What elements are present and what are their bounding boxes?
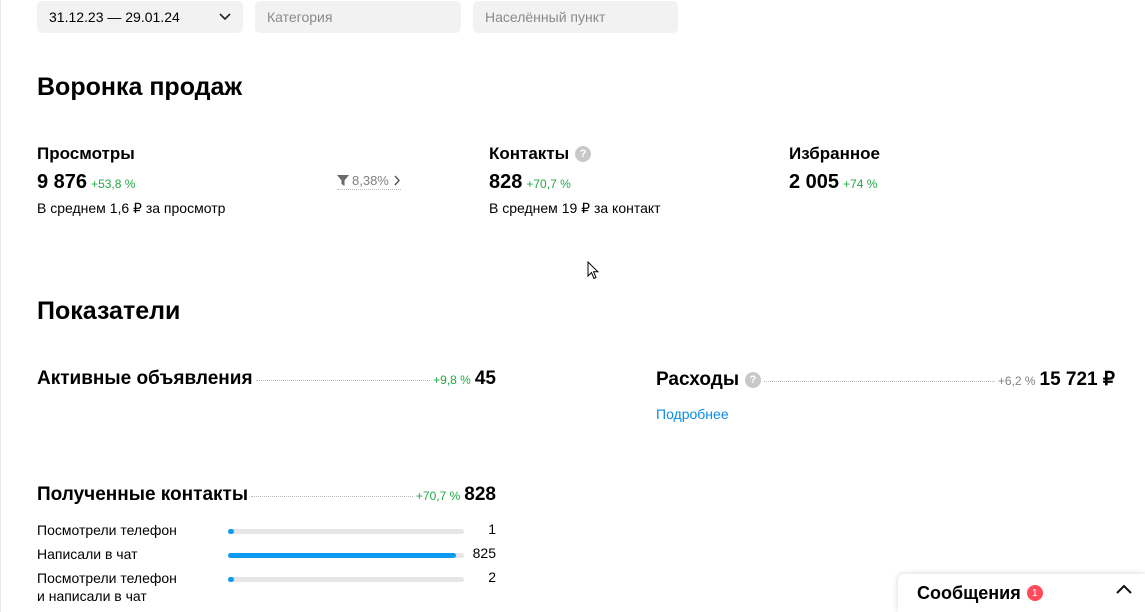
- date-range-value: 31.12.23 — 29.01.24: [49, 9, 180, 25]
- breakdown-label-phone: Посмотрели телефон: [37, 522, 177, 538]
- conversion-link[interactable]: 8,38%: [337, 173, 401, 190]
- content-left-border: [0, 0, 1, 612]
- favorites-value: 2 005: [789, 171, 840, 193]
- contacts-received-value: 828: [464, 484, 496, 505]
- contacts-value: 828: [489, 171, 523, 193]
- dotted-leader: [255, 380, 431, 381]
- date-range-select[interactable]: 31.12.23 — 29.01.24: [37, 1, 243, 33]
- conversion-value: 8,38%: [352, 173, 389, 188]
- help-icon[interactable]: ?: [575, 146, 592, 162]
- contacts-received-delta: +70,7 %: [415, 489, 461, 503]
- expenses-value: 15 721 ₽: [1039, 369, 1115, 390]
- contacts-label: Контакты ?: [489, 144, 592, 164]
- indicators-title: Показатели: [37, 297, 181, 325]
- active-ads-label: Активные объявления: [37, 368, 253, 389]
- breakdown-bar-both: [228, 577, 464, 582]
- breakdown-value-chat: 825: [472, 545, 496, 561]
- expenses-label: Расходы: [656, 369, 740, 390]
- breakdown-label-chat: Написали в чат: [37, 546, 138, 562]
- category-select[interactable]: Категория: [255, 1, 461, 33]
- breakdown-fill: [228, 553, 456, 558]
- breakdown-bar-phone: [228, 529, 464, 534]
- messages-label: Сообщения: [917, 582, 1021, 603]
- breakdown-fill: [228, 529, 234, 534]
- views-average: В среднем 1,6 ₽ за просмотр: [37, 200, 226, 216]
- views-label: Просмотры: [37, 144, 135, 163]
- contacts-average: В среднем 19 ₽ за контакт: [489, 200, 661, 216]
- category-placeholder: Категория: [267, 9, 333, 25]
- messages-panel[interactable]: Сообщения 1: [898, 574, 1145, 612]
- views-metric: 9 876 +53,8 %: [37, 171, 135, 194]
- views-value: 9 876: [37, 171, 88, 193]
- chevron-up-icon[interactable]: [1116, 583, 1132, 595]
- expenses-delta: +6,2 %: [997, 374, 1036, 388]
- breakdown-value-both: 2: [488, 569, 496, 585]
- contacts-metric: 828 +70,7 %: [489, 171, 571, 194]
- breakdown-value-phone: 1: [488, 521, 496, 537]
- chevron-right-icon: [394, 175, 400, 186]
- active-ads-value: 45: [474, 368, 496, 389]
- filter-icon: [337, 175, 349, 186]
- expenses-row: Расходы ? +6,2 % 15 721 ₽: [656, 368, 1115, 391]
- favorites-label: Избранное: [789, 144, 880, 163]
- breakdown-fill: [228, 577, 234, 582]
- favorites-metric: 2 005 +74 %: [789, 171, 877, 194]
- dotted-leader: [764, 381, 995, 382]
- location-placeholder: Населённый пункт: [485, 9, 606, 25]
- dotted-leader: [251, 496, 413, 497]
- location-select[interactable]: Населённый пункт: [473, 1, 678, 33]
- mouse-cursor-icon: [587, 261, 599, 280]
- views-delta: +53,8 %: [91, 177, 136, 191]
- favorites-delta: +74 %: [843, 177, 878, 191]
- active-ads-delta: +9,8 %: [433, 373, 471, 387]
- help-icon[interactable]: ?: [745, 371, 762, 388]
- breakdown-bar-chat: [228, 553, 464, 558]
- breakdown-label-both-line2: и написали в чат: [37, 588, 147, 604]
- breakdown-label-both-line1: Посмотрели телефон: [37, 570, 177, 586]
- active-ads-row: Активные объявления +9,8 % 45: [37, 368, 496, 390]
- contacts-received-label: Полученные контакты: [37, 484, 249, 505]
- expenses-details-link[interactable]: Подробнее: [656, 406, 729, 422]
- unread-badge: 1: [1026, 585, 1043, 601]
- contacts-received-row: Полученные контакты +70,7 % 828: [37, 484, 496, 506]
- contacts-delta: +70,7 %: [526, 177, 571, 191]
- breakdown-label-both: Посмотрели телефон и написали в чат: [37, 569, 177, 605]
- funnel-title: Воронка продаж: [37, 73, 243, 101]
- chevron-down-icon: [219, 13, 231, 21]
